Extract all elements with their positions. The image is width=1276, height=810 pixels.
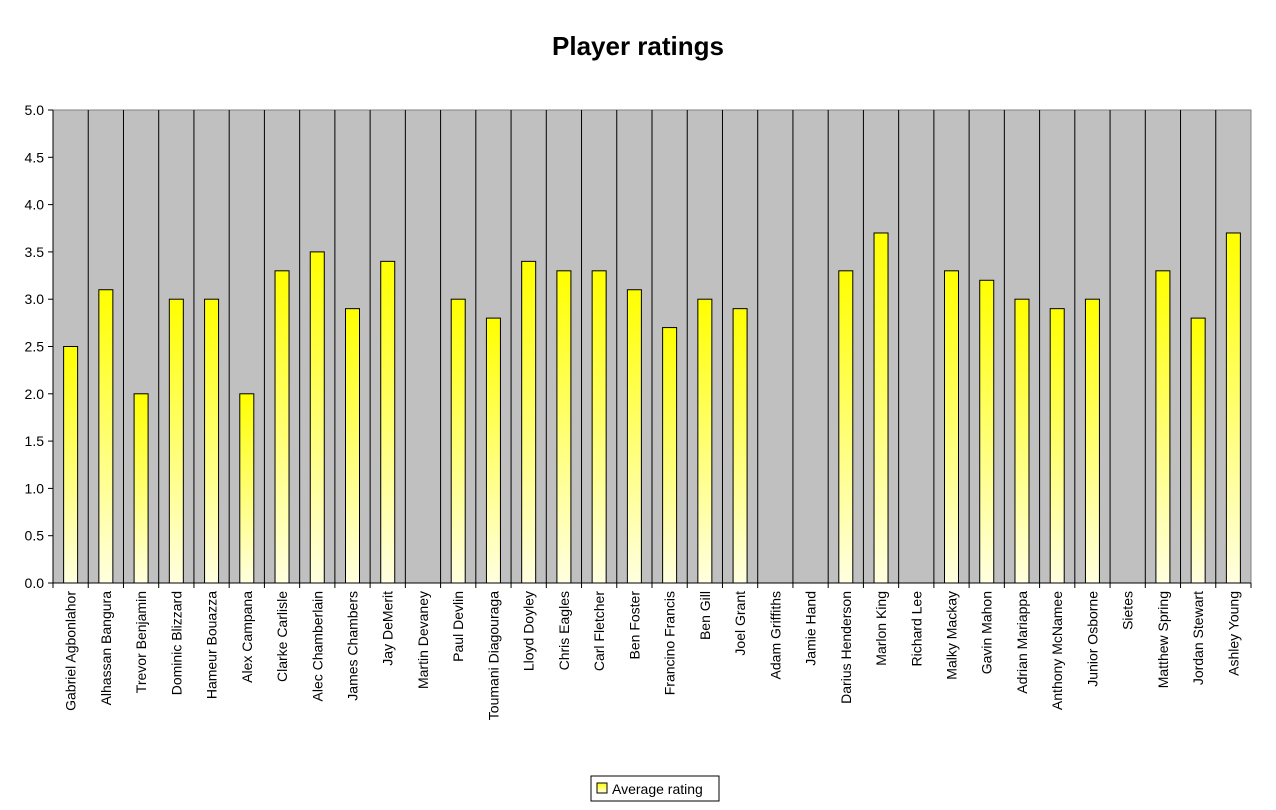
bar <box>450 298 466 584</box>
bar <box>485 317 501 584</box>
bar <box>626 289 642 584</box>
bar <box>944 270 959 584</box>
legend: Average rating <box>590 775 720 802</box>
x-tick-label: Matthew Spring <box>1155 591 1171 688</box>
x-tick-label: James Chambers <box>345 591 361 701</box>
category-separators <box>87 110 1217 583</box>
x-tick-label: Sietes <box>1120 591 1136 630</box>
bar <box>979 279 995 584</box>
bar <box>204 298 220 584</box>
bar <box>1190 317 1206 584</box>
x-tick-label: Darius Henderson <box>838 591 854 704</box>
y-tick-label: 1.5 <box>25 433 45 449</box>
bar <box>133 393 149 584</box>
y-tick-label: 2.5 <box>25 339 45 355</box>
bar <box>63 346 79 584</box>
bar <box>1225 232 1241 584</box>
bar <box>732 308 748 584</box>
x-tick-label: Jamie Hand <box>803 591 819 666</box>
x-tick-label: Martin Devaney <box>415 591 431 689</box>
x-tick-label: Alex Campana <box>239 591 255 683</box>
legend-entry: Average rating <box>612 781 703 797</box>
x-tick-label: Jordan Stewart <box>1190 591 1206 685</box>
x-tick-label: Anthony McNamee <box>1049 591 1065 710</box>
x-tick-label: Ben Foster <box>626 591 642 660</box>
y-tick-label: 1.0 <box>25 480 45 496</box>
bar <box>1084 298 1100 584</box>
x-tick-label: Gabriel Agbonlahor <box>63 591 79 711</box>
x-tick-label: Trevor Benjamin <box>133 591 149 693</box>
x-tick-label: Alhassan Bangura <box>98 591 114 706</box>
x-tick-label: Malky Mackay <box>944 591 960 680</box>
bar <box>98 289 114 584</box>
bar <box>274 270 290 584</box>
x-tick-label: Carl Fletcher <box>591 591 607 671</box>
x-tick-label: Richard Lee <box>908 591 924 667</box>
y-tick-label: 4.0 <box>25 197 45 213</box>
bar <box>838 270 854 584</box>
x-tick-label: Chris Eagles <box>556 591 572 670</box>
x-tick-label: Ben Gill <box>697 591 713 640</box>
bar <box>556 270 572 584</box>
bar <box>1014 298 1030 584</box>
x-tick-label: Clarke Carlisle <box>274 591 290 682</box>
x-tick-label: Joel Grant <box>732 591 748 656</box>
y-tick-label: 4.5 <box>25 149 45 165</box>
y-tick-label: 2.0 <box>25 386 45 402</box>
bar <box>662 327 678 584</box>
y-axis: 0.0 0.5 1.0 1.5 2.0 2.5 3.0 3.5 4.0 4.5 5.0 <box>25 102 54 591</box>
y-tick-label: 3.5 <box>25 244 45 260</box>
bar <box>873 232 889 584</box>
x-tick-label: Dominic Blizzard <box>168 591 184 695</box>
bar <box>1049 308 1065 584</box>
y-tick-label: 0.5 <box>25 528 45 544</box>
x-tick-label: Toumani Diagouraga <box>485 591 501 720</box>
x-tick-label: Lloyd Doyley <box>521 591 537 671</box>
x-tick-label: Ashley Young <box>1225 591 1241 676</box>
x-tick-label: Paul Devlin <box>450 591 466 662</box>
legend-swatch <box>596 782 608 794</box>
x-tick-label: Adam Griffiths <box>767 591 783 679</box>
bar <box>309 251 325 584</box>
bar <box>345 308 360 584</box>
y-tick-label: 5.0 <box>25 102 45 118</box>
x-tick-label: Alec Chamberlain <box>309 591 325 702</box>
x-tick-label: Marlon King <box>873 591 889 666</box>
bar <box>239 393 255 584</box>
bar <box>380 260 396 584</box>
bar <box>168 298 184 584</box>
y-tick-label: 0.0 <box>25 575 45 591</box>
bar <box>521 260 537 584</box>
bars <box>63 232 1241 584</box>
y-tick-label: 3.0 <box>25 291 45 307</box>
x-tick-label: Francino Francis <box>662 591 678 695</box>
x-tick-label: Hameur Bouazza <box>204 591 220 699</box>
x-tick-label: Gavin Mahon <box>979 591 995 674</box>
chart-title: Player ratings <box>552 31 724 61</box>
bar <box>1155 270 1171 584</box>
x-tick-label: Adrian Mariappa <box>1014 591 1030 694</box>
x-axis: Gabriel Agbonlahor Alhassan Bangura Trevor… <box>52 582 1252 720</box>
x-tick-label: Junior Osborne <box>1084 591 1100 687</box>
bar <box>591 270 607 584</box>
bar <box>697 298 713 584</box>
x-tick-label: Jay DeMerit <box>380 591 396 666</box>
legend-box <box>590 775 720 802</box>
